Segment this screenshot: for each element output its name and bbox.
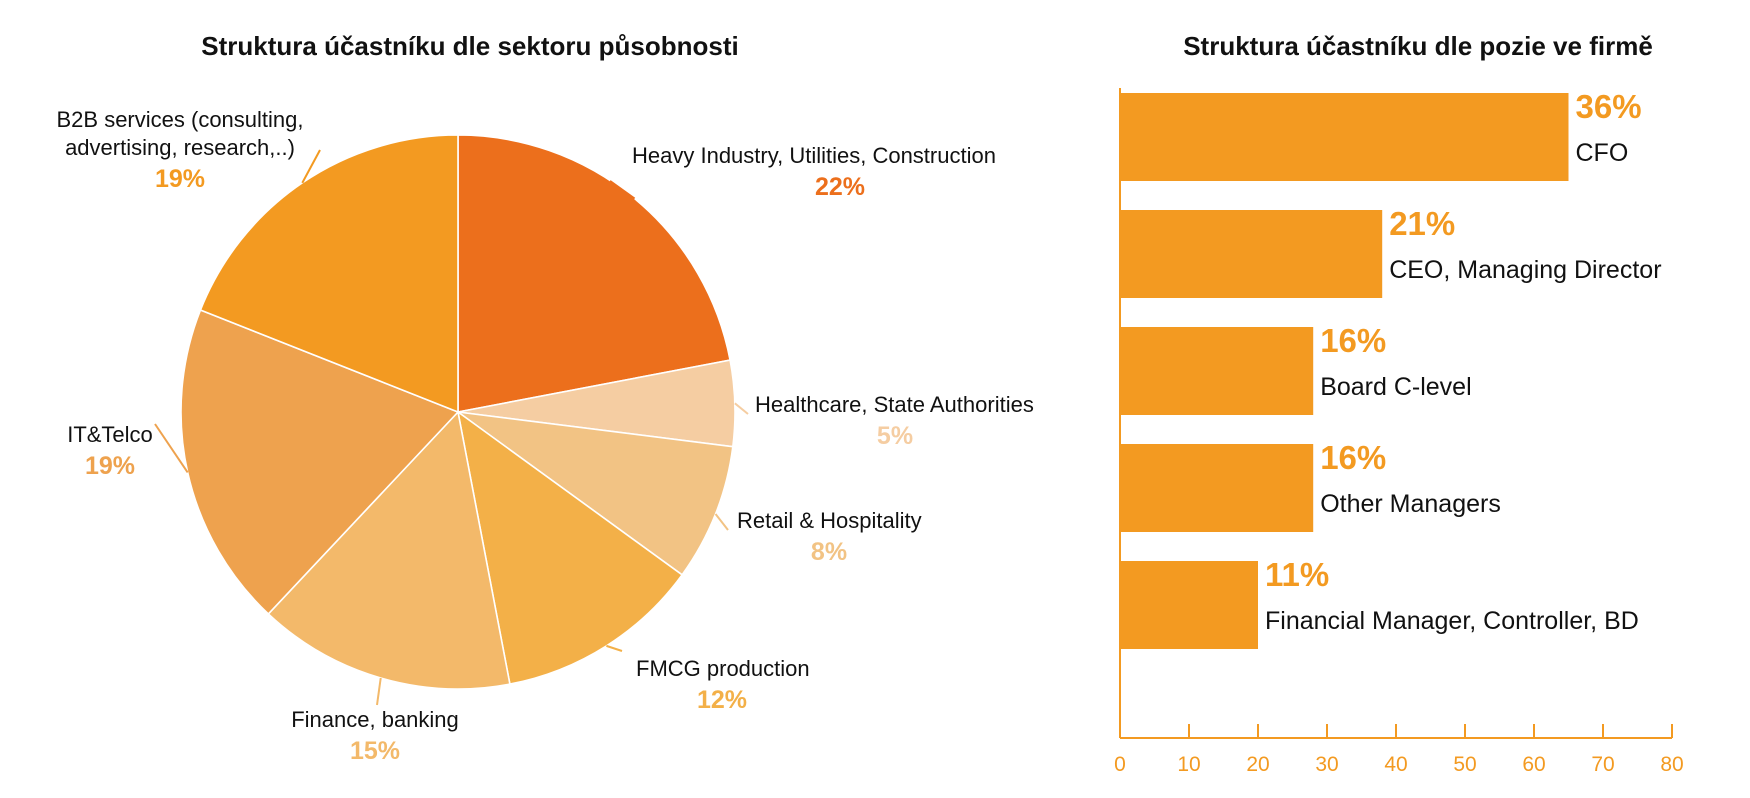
pie-slice-label: IT&Telco	[67, 422, 153, 447]
bar-category-label: Other Managers	[1320, 490, 1501, 518]
pie-slice-label: Finance, banking	[291, 707, 459, 732]
bar	[1120, 93, 1569, 181]
x-tick-label: 0	[1114, 753, 1126, 776]
x-tick-label: 10	[1177, 753, 1200, 776]
bar	[1120, 327, 1314, 415]
bar-category-label: CFO	[1576, 139, 1629, 167]
x-tick-label: 70	[1591, 753, 1614, 776]
pie-leader-line	[734, 402, 749, 415]
pie-chart: Heavy Industry, Utilities, Construction 2…	[57, 107, 1034, 765]
pie-slice-value-label: 12%	[697, 686, 747, 714]
bar-value-label: 21%	[1389, 205, 1455, 242]
pie-leader-line	[301, 149, 321, 184]
bar-value-label: 16%	[1320, 322, 1386, 359]
pie-chart-title: Struktura účastníku dle sektoru působnos…	[201, 31, 738, 61]
bar	[1120, 210, 1383, 298]
pie-leader-line	[609, 180, 636, 200]
pie-slice-label: B2B services (consulting,	[57, 107, 304, 132]
bar-category-label: Board C-level	[1320, 373, 1471, 401]
pie-slice-value-label: 22%	[815, 173, 865, 201]
bar-chart: 0 10 20 30 40 50 60 70 80 36% CFO 21% CEO, Managing …	[1114, 88, 1684, 776]
pie-slice-value-label: 8%	[811, 538, 847, 566]
pie-slice-label: FMCG production	[636, 656, 810, 681]
bar-category-label: CEO, Managing Director	[1389, 256, 1661, 284]
pie-slice-label: Heavy Industry, Utilities, Construction	[632, 143, 996, 168]
x-tick-label: 60	[1522, 753, 1545, 776]
pie-slice	[267, 410, 511, 690]
pie-leader-line	[714, 513, 729, 531]
pie-slice-label: Retail & Hospitality	[737, 508, 922, 533]
bar-value-label: 36%	[1576, 88, 1642, 125]
x-tick-label: 40	[1384, 753, 1407, 776]
pie-slice-label: advertising, research,..)	[65, 135, 295, 160]
bar	[1120, 561, 1258, 649]
bar-value-label: 16%	[1320, 439, 1386, 476]
x-tick-label: 30	[1315, 753, 1338, 776]
pie-leader-line	[606, 644, 623, 652]
x-tick-label: 50	[1453, 753, 1476, 776]
pie-slice-label: Healthcare, State Authorities	[755, 392, 1034, 417]
pie-slice-value-label: 15%	[350, 737, 400, 765]
bar-chart-title: Struktura účastníku dle pozie ve firmě	[1183, 31, 1653, 61]
pie-slice-value-label: 19%	[85, 452, 135, 480]
bar-value-label: 11%	[1265, 556, 1329, 593]
pie-slice-value-label: 19%	[155, 165, 205, 193]
bar	[1120, 444, 1314, 532]
pie-leader-line	[154, 423, 189, 473]
pie-slice-value-label: 5%	[877, 422, 913, 450]
bar-category-label: Financial Manager, Controller, BD	[1265, 607, 1639, 635]
pie-slice	[457, 411, 734, 576]
pie-leader-line	[376, 677, 382, 706]
x-tick-label: 20	[1246, 753, 1269, 776]
x-tick-label: 80	[1660, 753, 1683, 776]
